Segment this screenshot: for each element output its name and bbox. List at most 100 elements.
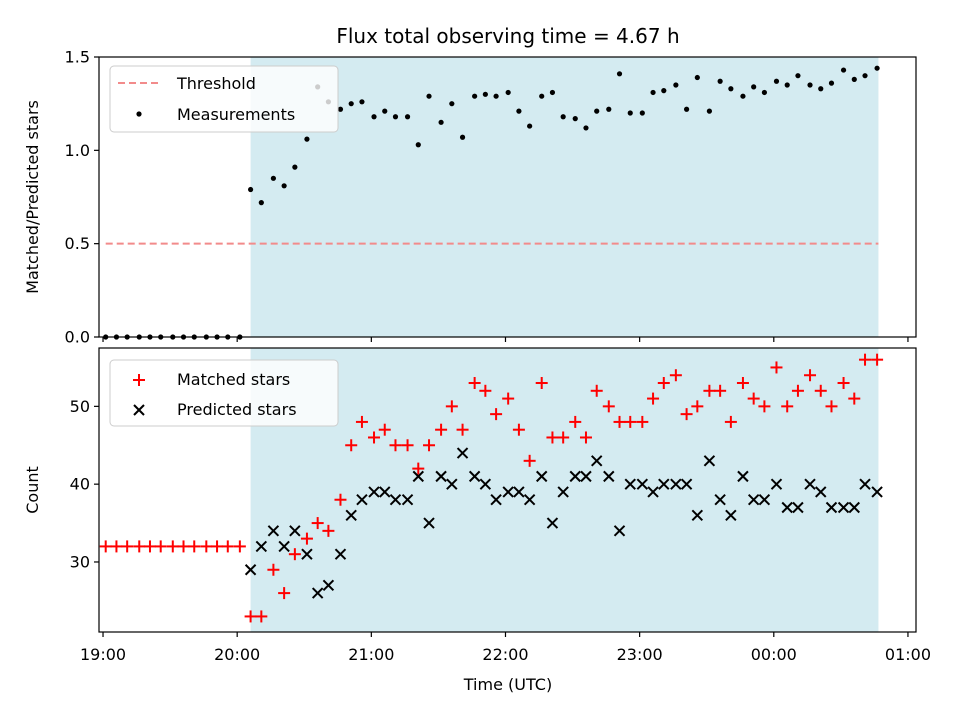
predicted-star-point (446, 478, 458, 490)
measurement-point (639, 110, 645, 116)
measurement-point (382, 108, 388, 114)
matched-star-point (110, 540, 123, 553)
matched-star-point (221, 540, 234, 553)
measurement-point (270, 175, 277, 181)
predicted-star-point (871, 486, 883, 498)
matched-star-point (300, 532, 313, 545)
measurement-point (694, 74, 700, 81)
matched-star-point (747, 392, 760, 405)
matched-star-point (166, 540, 179, 553)
top-y-axis-label: Matched/Predicted stars (23, 100, 42, 294)
measurement-point (784, 82, 790, 88)
measurement-point (683, 106, 690, 112)
matched-star-point (804, 369, 817, 382)
matched-star-point (378, 423, 391, 436)
measurement-point (472, 93, 478, 99)
top-shaded-region (250, 57, 879, 337)
matched-star-point (590, 384, 603, 397)
predicted-star-point (301, 548, 313, 560)
predicted-star-point (737, 470, 749, 483)
measurement-point (840, 67, 847, 73)
matched-star-point (736, 377, 749, 390)
predicted-star-point (345, 509, 357, 521)
measurement-point (438, 119, 444, 125)
matched-star-point (278, 587, 291, 600)
legend-matched-label: Matched stars (177, 370, 290, 389)
legend-predicted-swatch (133, 404, 145, 416)
predicted-star-point (356, 494, 368, 506)
measurement-point (281, 183, 287, 189)
top-legend-box (109, 65, 339, 133)
predicted-star-point (423, 517, 435, 529)
measurement-point (773, 78, 780, 84)
matched-star-point (557, 431, 570, 444)
measurement-point (874, 65, 880, 71)
measurement-point (258, 200, 264, 206)
measurement-point (549, 89, 556, 96)
predicted-star-point (758, 494, 771, 506)
measurement-point (807, 82, 813, 88)
measurement-point (650, 89, 656, 96)
matched-star-point (647, 392, 660, 405)
predicted-star-point (804, 478, 816, 490)
bottom-legend: Matched stars Predicted stars (109, 359, 339, 427)
matched-star-point (322, 524, 335, 537)
matched-star-point (624, 415, 637, 428)
matched-star-point (859, 353, 872, 366)
x-tick-label: 23:00 (617, 645, 663, 664)
predicted-star-point (613, 525, 626, 537)
matched-star-point (714, 384, 727, 397)
measurement-point (572, 116, 578, 122)
predicted-star-point (792, 501, 804, 514)
matched-star-point (680, 408, 693, 421)
bottom-y-ticks: 30 40 50 (70, 397, 99, 571)
predicted-star-point (468, 470, 481, 483)
predicted-star-point (624, 478, 636, 490)
matched-star-point (143, 540, 156, 553)
matched-star-point (613, 415, 626, 428)
predicted-star-point (255, 540, 268, 553)
legend-measurements-label: Measurements (177, 105, 295, 124)
matched-star-point (825, 400, 838, 413)
matched-star-point (724, 415, 737, 428)
measurement-point (493, 93, 499, 99)
predicted-star-point (703, 455, 716, 467)
x-tick-label: 20:00 (214, 645, 260, 664)
measurement-point (516, 108, 522, 114)
y-tick-label: 1.0 (65, 141, 90, 160)
matched-star-point (412, 462, 425, 475)
predicted-star-point (837, 501, 850, 514)
predicted-star-point (435, 470, 447, 483)
legend-measurements-swatch (136, 111, 142, 117)
matched-star-point (781, 400, 794, 413)
predicted-star-point (502, 486, 514, 498)
matched-star-point (99, 540, 112, 553)
matched-star-point (133, 540, 146, 553)
matched-star-point (355, 415, 368, 428)
measurement-point (673, 82, 679, 88)
matched-star-point (758, 400, 771, 413)
matched-star-point (669, 369, 682, 382)
predicted-star-point (267, 525, 280, 537)
predicted-star-point (289, 525, 301, 537)
matched-star-point (871, 353, 884, 366)
matched-star-point (579, 431, 592, 444)
matched-star-point (703, 384, 716, 397)
measurement-point (348, 101, 354, 107)
measurement-point (459, 134, 466, 140)
measurement-point (449, 101, 455, 107)
matched-star-point (636, 415, 649, 428)
matched-star-point (334, 493, 347, 506)
y-tick-label: 0.0 (65, 328, 90, 347)
x-axis-label: Time (UTC) (463, 675, 552, 694)
predicted-star-point (334, 548, 347, 560)
measurement-point (539, 93, 545, 99)
predicted-star-point (389, 494, 402, 506)
matched-star-point (848, 392, 861, 405)
predicted-star-point (546, 517, 559, 529)
measurement-point (862, 73, 868, 79)
predicted-star-point (647, 486, 659, 498)
measurement-point (426, 93, 432, 99)
measurement-point (706, 108, 713, 114)
measurement-point (583, 125, 589, 131)
